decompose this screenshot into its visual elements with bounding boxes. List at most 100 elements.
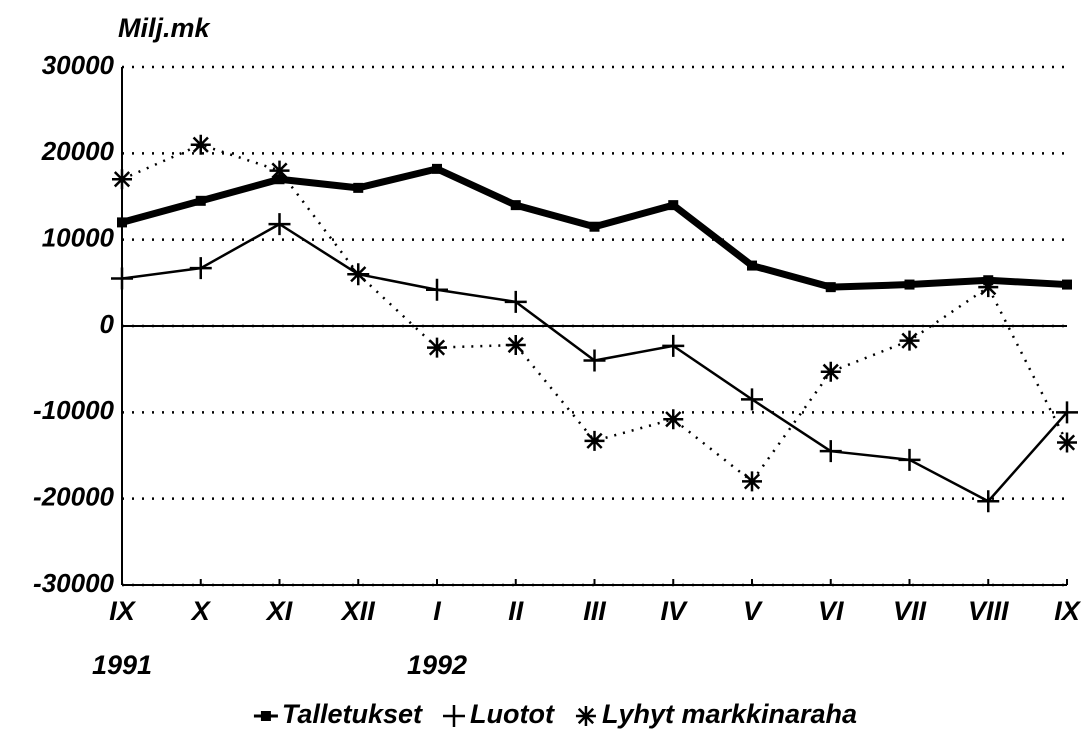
- x-tick-label: X: [190, 596, 212, 626]
- x-tick-label: VIII: [968, 596, 1009, 626]
- data-point: [432, 163, 442, 174]
- marker-plus: [442, 705, 465, 727]
- data-point: [268, 213, 291, 236]
- legend-marker: [442, 705, 465, 727]
- marker-plus: [583, 349, 606, 372]
- legend-item: Lyhyt markkinaraha: [575, 699, 857, 729]
- marker-asterisk: [820, 361, 841, 382]
- y-tick-label: -30000: [33, 568, 114, 598]
- marker-plus: [268, 213, 291, 236]
- marker-plus: [662, 334, 685, 357]
- data-point: [189, 257, 212, 280]
- y-axis-label: Milj.mk: [118, 13, 212, 43]
- data-point: [1062, 279, 1072, 290]
- data-point: [117, 217, 127, 228]
- data-point: [747, 260, 757, 271]
- marker-square: [195, 195, 206, 206]
- marker-square: [1062, 279, 1072, 290]
- data-point: [825, 282, 836, 293]
- marker-square: [117, 217, 127, 228]
- marker-plus: [741, 388, 763, 411]
- data-point: [111, 267, 133, 290]
- data-point: [742, 471, 762, 492]
- marker-asterisk: [584, 430, 605, 451]
- year-label: 1992: [407, 650, 467, 680]
- marker-asterisk: [663, 409, 684, 430]
- marker-plus: [977, 490, 1000, 513]
- data-point: [668, 200, 679, 211]
- data-point: [898, 448, 921, 471]
- x-tick-label: IX: [1054, 596, 1082, 626]
- marker-square: [432, 163, 442, 174]
- legend-label: Lyhyt markkinaraha: [602, 699, 857, 729]
- data-point: [353, 182, 364, 193]
- x-tick-label: XII: [340, 596, 376, 626]
- marker-asterisk: [427, 337, 447, 358]
- y-tick-label: 20000: [41, 136, 115, 166]
- marker-asterisk: [899, 330, 920, 351]
- data-point: [741, 388, 763, 411]
- marker-asterisk: [575, 706, 596, 726]
- y-tick-label: -20000: [33, 482, 114, 512]
- marker-asterisk: [190, 134, 211, 155]
- legend-item: Luotot: [442, 699, 555, 729]
- data-point: [583, 349, 606, 372]
- marker-square: [904, 279, 915, 290]
- x-tick-label: VI: [818, 596, 844, 626]
- data-point: [904, 279, 915, 290]
- y-tick-label: -10000: [33, 395, 114, 425]
- data-point: [112, 169, 132, 190]
- marker-asterisk: [112, 169, 132, 190]
- y-tick-label: 10000: [42, 223, 115, 253]
- marker-asterisk: [978, 277, 999, 298]
- legend: Talletukset Luotot Lyhyt markkinaraha: [253, 699, 857, 729]
- data-point: [977, 490, 1000, 513]
- data-point: [269, 160, 290, 181]
- marker-asterisk: [742, 471, 762, 492]
- x-tick-label: II: [508, 596, 524, 626]
- data-point: [426, 278, 448, 301]
- marker-asterisk: [348, 264, 369, 285]
- marker-plus: [426, 278, 448, 301]
- data-point: [504, 290, 527, 313]
- marker-square: [825, 282, 836, 293]
- legend-label: Talletukset: [282, 699, 423, 729]
- data-point: [505, 334, 526, 355]
- data-point: [348, 264, 369, 285]
- data-point: [195, 195, 206, 206]
- data-point: [1057, 432, 1077, 453]
- legend-item: Talletukset: [253, 699, 423, 729]
- legend-marker: [575, 706, 596, 726]
- data-point: [190, 134, 211, 155]
- marker-plus: [189, 257, 212, 280]
- x-tick-label: I: [433, 596, 441, 626]
- x-tick-label: XI: [265, 596, 293, 626]
- data-point: [663, 409, 684, 430]
- marker-plus: [819, 440, 842, 463]
- marker-square: [668, 200, 679, 211]
- data-point: [662, 334, 685, 357]
- data-point: [584, 430, 605, 451]
- marker-square: [589, 221, 600, 232]
- data-point: [899, 330, 920, 351]
- x-tick-label: IX: [109, 596, 137, 626]
- marker-square: [747, 260, 757, 271]
- data-point: [820, 361, 841, 382]
- y-tick-label: 0: [100, 309, 115, 339]
- data-point: [819, 440, 842, 463]
- legend-marker: [253, 711, 278, 721]
- data-point: [589, 221, 600, 232]
- x-tick-label: VII: [893, 596, 927, 626]
- marker-plus: [111, 267, 133, 290]
- marker-asterisk: [1057, 432, 1077, 453]
- data-point: [978, 277, 999, 298]
- marker-plus: [898, 448, 921, 471]
- marker-asterisk: [269, 160, 290, 181]
- marker-asterisk: [505, 334, 526, 355]
- year-label: 1991: [92, 650, 152, 680]
- marker-square: [353, 182, 364, 193]
- legend-label: Luotot: [470, 699, 555, 729]
- y-tick-label: 30000: [42, 50, 115, 80]
- marker-plus: [1056, 401, 1078, 424]
- marker-square: [510, 200, 521, 211]
